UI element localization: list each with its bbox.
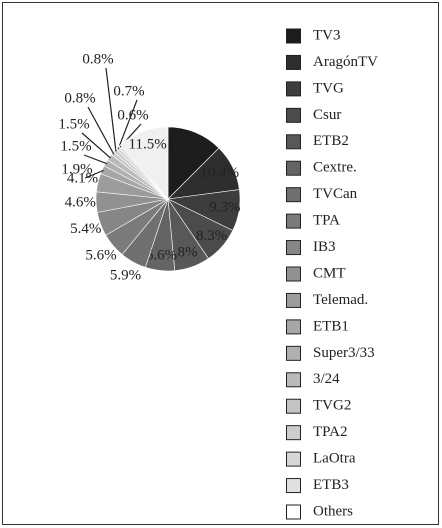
legend-label: Csur bbox=[313, 107, 341, 123]
legend-label: TV3 bbox=[313, 27, 341, 43]
legend-swatch bbox=[286, 160, 301, 176]
data-label: 1.5% bbox=[60, 138, 91, 154]
data-label: 4.6% bbox=[65, 194, 96, 210]
legend-swatch bbox=[286, 187, 301, 203]
legend-swatch bbox=[286, 372, 301, 388]
legend-label: AragónTV bbox=[313, 54, 378, 70]
pie-slice bbox=[119, 126, 169, 200]
data-label: 0.6% bbox=[117, 107, 148, 123]
legend-swatch bbox=[286, 425, 301, 441]
legend-label: TVCan bbox=[313, 186, 358, 202]
legend-swatch bbox=[286, 54, 301, 70]
leader-line bbox=[81, 132, 111, 159]
legend-label: ETB2 bbox=[313, 133, 349, 149]
data-label: 4.1% bbox=[67, 170, 98, 186]
leader-line bbox=[105, 67, 117, 152]
legend-swatch bbox=[286, 504, 301, 520]
legend-label: IB3 bbox=[313, 239, 336, 255]
legend-label: TVG2 bbox=[313, 398, 351, 414]
data-label: 0.8% bbox=[82, 51, 113, 67]
data-label: 1.5% bbox=[58, 116, 89, 132]
frame bbox=[2, 2, 439, 525]
data-label: 11.5% bbox=[129, 137, 167, 153]
legend-label: TPA bbox=[313, 213, 340, 229]
data-label: 0.7% bbox=[113, 83, 144, 99]
leader-line bbox=[87, 106, 115, 155]
legend-label: Telemad. bbox=[313, 292, 368, 308]
legend-label: TVG bbox=[313, 80, 344, 96]
legend-label: 3/24 bbox=[313, 371, 340, 387]
data-label: 8.3% bbox=[196, 228, 227, 244]
legend-swatch bbox=[286, 319, 301, 335]
data-label: 0.8% bbox=[64, 90, 95, 106]
legend-swatch bbox=[286, 240, 301, 256]
data-label: 5.9% bbox=[110, 267, 141, 283]
data-label: 5.4% bbox=[70, 221, 101, 237]
legend-swatch bbox=[286, 213, 301, 229]
data-label: 8% bbox=[178, 245, 198, 261]
legend-swatch bbox=[286, 28, 301, 44]
legend-swatch bbox=[286, 107, 301, 123]
legend-swatch bbox=[286, 345, 301, 361]
legend-label: Super3/33 bbox=[313, 345, 375, 361]
data-label: 9.3% bbox=[209, 200, 240, 216]
legend-swatch bbox=[286, 81, 301, 97]
data-label: 5.6% bbox=[85, 247, 116, 263]
leader-line bbox=[83, 154, 108, 165]
legend-label: LaOtra bbox=[313, 451, 356, 467]
legend-swatch bbox=[286, 266, 301, 282]
data-label: 6.6% bbox=[146, 248, 177, 264]
data-label: 10.4% bbox=[200, 165, 239, 181]
legend-swatch bbox=[286, 292, 301, 308]
leader-line bbox=[84, 169, 104, 179]
legend-swatch bbox=[286, 398, 301, 414]
leader-line bbox=[117, 99, 138, 150]
legend-label: ETB1 bbox=[313, 318, 349, 334]
legend-label: Cextre. bbox=[313, 160, 357, 176]
data-label: 12.5% bbox=[171, 137, 210, 153]
legend-swatch bbox=[286, 478, 301, 494]
legend-swatch bbox=[286, 134, 301, 150]
legend-label: ETB3 bbox=[313, 477, 349, 493]
legend-label: TPA2 bbox=[313, 424, 347, 440]
legend-label: CMT bbox=[313, 265, 346, 281]
legend-label: Others bbox=[313, 503, 353, 519]
legend-swatch bbox=[286, 451, 301, 467]
data-label: 1.9% bbox=[61, 161, 92, 177]
